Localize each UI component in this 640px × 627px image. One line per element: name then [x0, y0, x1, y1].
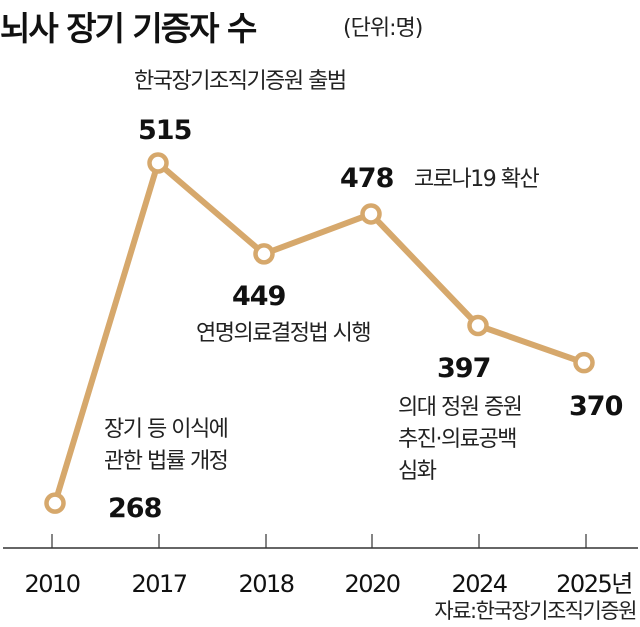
annotation-text: 관한 법률 개정: [104, 449, 227, 474]
data-point: [147, 152, 169, 174]
data-point: [44, 492, 66, 514]
series-line: [52, 160, 585, 504]
annotation-text: 코로나19 확산: [414, 167, 539, 192]
annotation-text: 추진·의료공백: [398, 427, 516, 452]
data-label: 397: [437, 353, 490, 384]
data-label: 478: [340, 163, 394, 194]
annotation-text: 연명의료결정법 시행: [196, 321, 370, 346]
annotation-text: 장기 등 이식에: [104, 417, 228, 442]
unit-label: (단위:명): [343, 16, 423, 41]
data-label: 370: [569, 391, 623, 422]
data-point: [467, 314, 489, 337]
x-tick-label: 2018: [238, 570, 293, 598]
x-tick-label: 2024: [451, 570, 506, 598]
annotation-text: 의대 정원 증원: [398, 395, 521, 420]
data-label: 449: [232, 281, 286, 312]
data-point: [253, 243, 275, 265]
data-label: 268: [108, 493, 162, 524]
x-tick-label: 2017: [131, 570, 186, 598]
x-tick-label: 2020: [344, 570, 399, 598]
annotation-text: 한국장기조직기증원 출범: [134, 69, 346, 94]
data-point: [573, 351, 595, 374]
chart-title: 뇌사 장기 기증자 수: [0, 9, 257, 48]
annotation-text: 심화: [398, 459, 437, 484]
source-note: 자료:한국장기조직기증원: [434, 599, 636, 623]
data-point: [360, 203, 382, 225]
x-tick-label: 2025년: [556, 570, 632, 598]
x-tick-label: 2010: [24, 570, 79, 598]
data-label: 515: [138, 115, 191, 146]
